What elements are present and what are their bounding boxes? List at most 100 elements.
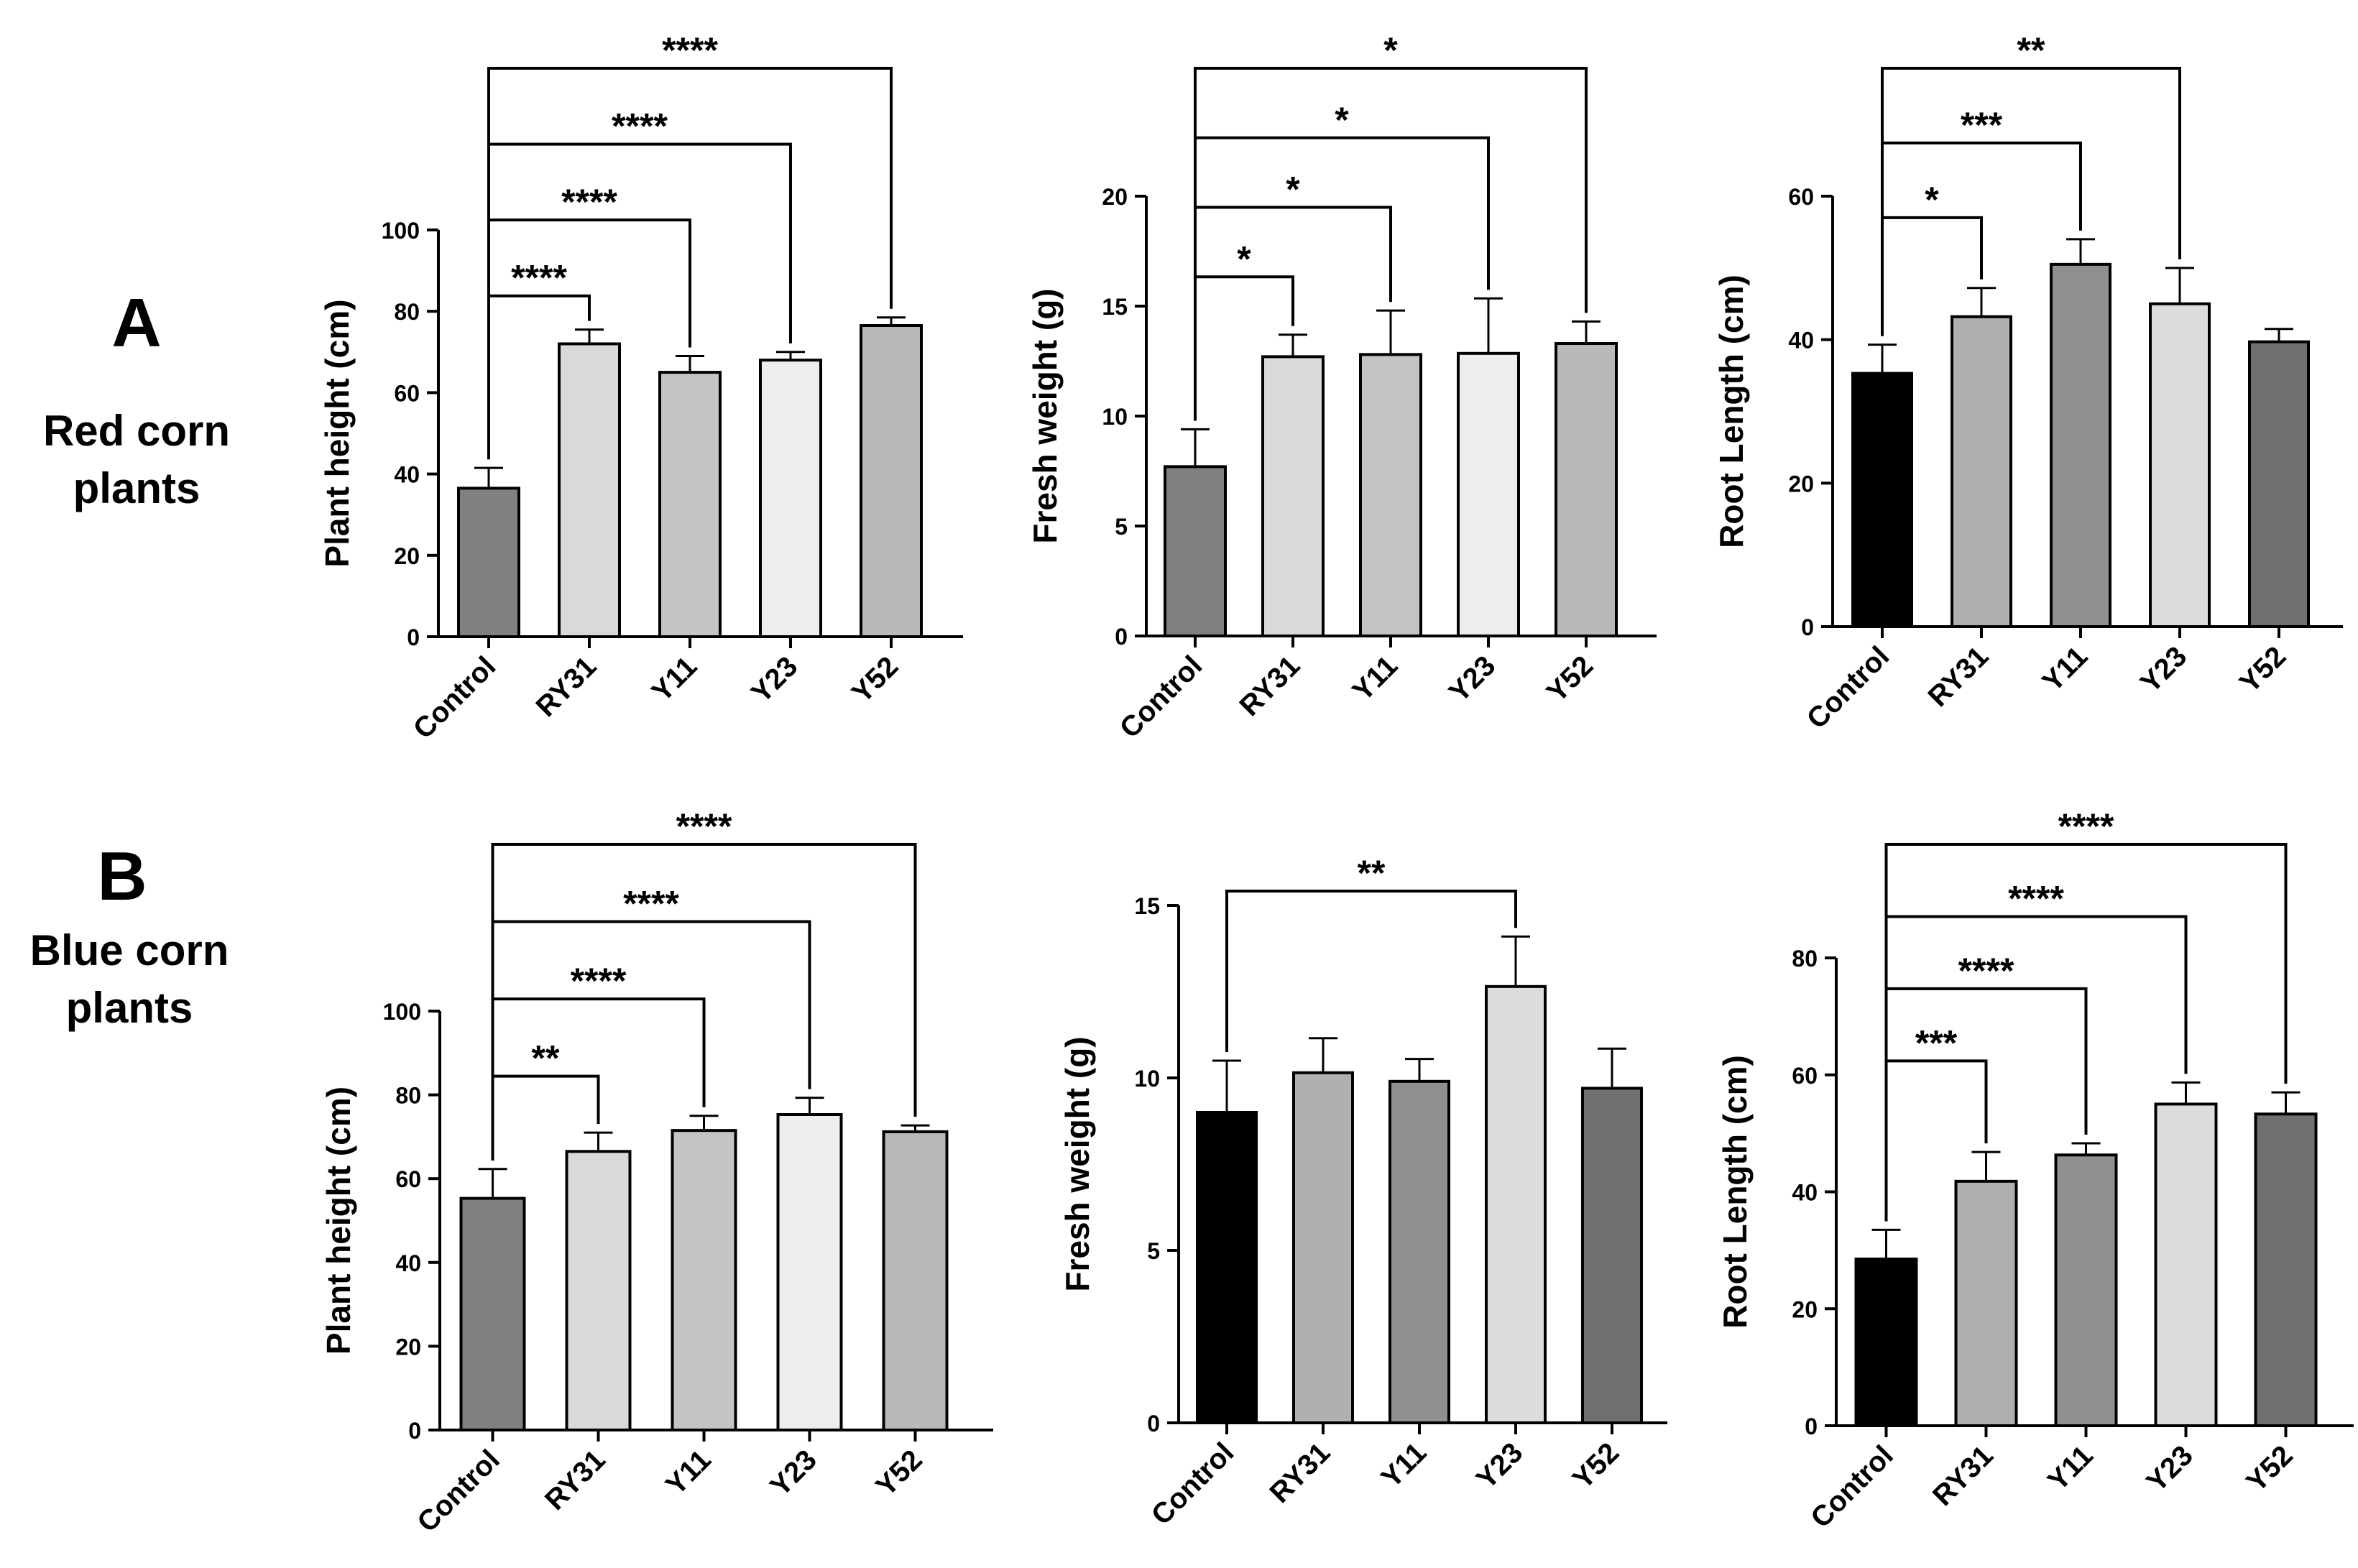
y-tick-label: 0	[1147, 1411, 1160, 1436]
chart-root-length-blue: 0 20 40 60 80 Root Length (cm) Control RY31 Y11 Y…	[1716, 806, 2354, 1534]
y-axis-title: Plant height (cm)	[318, 299, 356, 567]
significance-bracket	[1881, 67, 2181, 336]
x-tick-label: Y52	[2234, 640, 2292, 698]
significance-bracket	[487, 67, 893, 460]
significance-label: *	[1383, 30, 1398, 70]
row-label-a-line-1: Red corn	[42, 407, 231, 455]
x-tick-label: Y23	[764, 1444, 822, 1502]
chart-root-length-red: 0 20 40 60 Root Length (cm) Control RY31 Y11 Y23…	[1713, 30, 2343, 735]
y-tick-label: 40	[395, 1250, 421, 1276]
bar	[1196, 1111, 1258, 1424]
y-tick-label: 0	[1115, 624, 1128, 650]
bar	[1261, 355, 1325, 637]
y-tick-label: 100	[383, 999, 421, 1025]
y-tick-label: 80	[394, 299, 420, 325]
x-tick-label: Control	[1146, 1436, 1240, 1531]
y-axis-title: Root Length (cm)	[1716, 1055, 1754, 1329]
bar	[1854, 1258, 1918, 1427]
row-label-a-line-2: plants	[73, 464, 201, 512]
x-tick-label: RY31	[530, 650, 603, 723]
panel-letter-b: B	[97, 838, 147, 915]
bar	[1457, 351, 1520, 637]
significance-label: ****	[561, 182, 617, 222]
y-tick-label: 15	[1102, 294, 1128, 320]
y-tick-label: 40	[1792, 1180, 1818, 1206]
x-tick-label: Y23	[2140, 1439, 2198, 1498]
y-tick-label: 20	[1792, 1296, 1818, 1322]
y-tick-label: 5	[1147, 1238, 1160, 1264]
significance-label: ****	[676, 806, 732, 847]
significance-bracket	[1194, 67, 1588, 421]
x-tick-label: Y11	[1346, 650, 1404, 707]
x-tick-label: RY31	[1922, 640, 1995, 713]
significance-label: **	[1358, 853, 1386, 893]
chart-plant-height-blue: 0 20 40 60 80 100 Plant height (cm) Control RY31…	[320, 806, 993, 1539]
significance-label: ****	[1958, 951, 2014, 991]
significance-bracket	[1194, 136, 1490, 421]
y-tick-label: 100	[382, 218, 420, 244]
bar	[459, 1196, 526, 1431]
significance-label: ****	[623, 884, 679, 924]
y-tick-label: 20	[1102, 184, 1128, 210]
y-tick-label: 80	[395, 1083, 421, 1109]
chart-plant-height-red: 0 20 40 60 80 100 Plant height (cm) Control RY31…	[318, 30, 963, 745]
x-tick-label: Y11	[1375, 1436, 1432, 1494]
bar	[658, 371, 722, 638]
bar	[2248, 340, 2310, 628]
x-tick-label: Y11	[2036, 640, 2094, 698]
x-tick-label: RY31	[1264, 1436, 1337, 1509]
x-tick-label: Control	[407, 650, 502, 745]
x-tick-label: Y23	[1443, 650, 1501, 708]
significance-label: *	[1925, 180, 1939, 220]
x-tick-label: Control	[411, 1444, 506, 1539]
bar	[860, 324, 923, 638]
bar	[1555, 342, 1618, 637]
row-label-b: Blue corn plants	[0, 922, 259, 1037]
bar	[2050, 262, 2111, 628]
significance-label: **	[532, 1038, 560, 1079]
x-tick-label: Y23	[1470, 1436, 1529, 1495]
y-tick-label: 20	[395, 1334, 421, 1360]
x-tick-label: Y23	[745, 650, 803, 709]
panel-letter-a: A	[111, 285, 162, 361]
significance-label: ****	[2058, 806, 2114, 847]
y-tick-label: 40	[1788, 328, 1814, 354]
y-tick-label: 60	[394, 380, 420, 406]
y-axis-title: Fresh weight (g)	[1059, 1036, 1096, 1291]
chart-fresh-weight-red: 0 5 10 15 20 Fresh weight (g) Control RY31 Y11 Y2…	[1026, 30, 1657, 744]
significance-label: *	[1286, 170, 1300, 210]
bar	[457, 486, 520, 638]
bar	[671, 1129, 737, 1431]
y-tick-label: 20	[394, 543, 420, 569]
x-tick-label: Y11	[2042, 1439, 2099, 1497]
y-tick-label: 20	[1788, 471, 1814, 497]
y-axis-title: Root Length (cm)	[1713, 275, 1750, 548]
x-tick-label: Control	[1801, 640, 1896, 735]
x-tick-label: RY31	[1234, 650, 1307, 722]
bar	[1388, 1079, 1450, 1424]
bar	[1164, 465, 1227, 637]
x-tick-label: Y11	[660, 1444, 717, 1501]
y-tick-label: 10	[1102, 404, 1128, 430]
bar	[776, 1113, 843, 1431]
bar	[1292, 1071, 1354, 1424]
y-axis-title: Fresh weight (g)	[1026, 288, 1064, 543]
bar	[1485, 984, 1547, 1425]
x-tick-label: Y23	[2134, 640, 2193, 698]
x-tick-label: Y52	[870, 1444, 928, 1502]
bar	[759, 359, 822, 638]
y-tick-label: 0	[1801, 614, 1814, 640]
row-label-b-line-1: Blue corn	[29, 926, 229, 974]
significance-label: ****	[662, 30, 718, 70]
bar	[1851, 372, 1913, 628]
x-tick-label: Y52	[1567, 1436, 1625, 1495]
significance-bracket	[491, 1074, 600, 1161]
significance-label: *	[1237, 239, 1251, 279]
bar	[558, 342, 621, 638]
bar	[882, 1130, 949, 1431]
bar	[1951, 315, 2012, 628]
significance-label: **	[2017, 30, 2045, 70]
y-tick-label: 0	[407, 624, 420, 650]
y-tick-label: 40	[394, 462, 420, 488]
